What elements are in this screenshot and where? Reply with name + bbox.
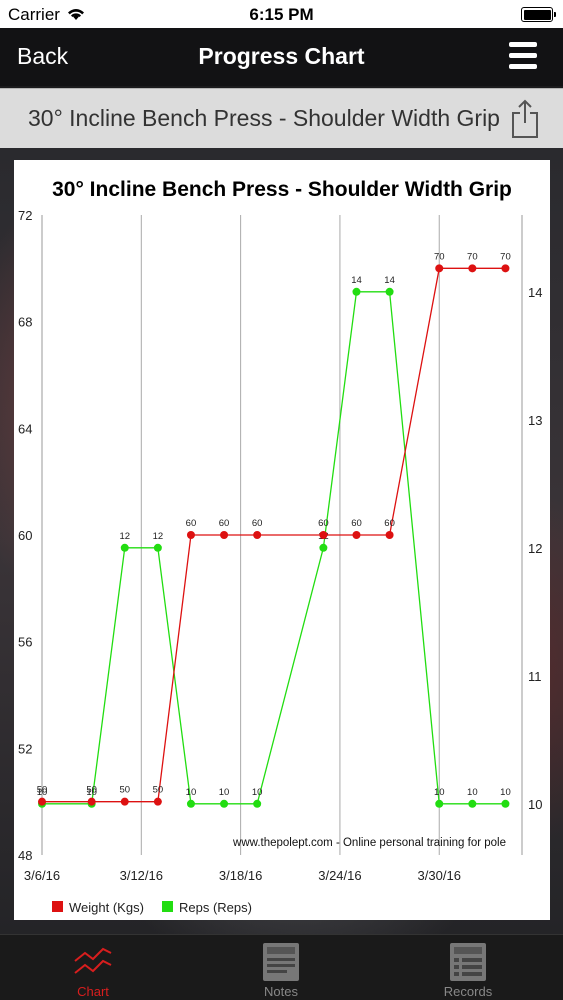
data-label: 10: [467, 787, 478, 798]
legend-swatch: [162, 901, 173, 912]
series-line: [42, 267, 506, 803]
x-tick-label: 3/12/16: [120, 868, 163, 883]
wifi-icon: [68, 9, 84, 20]
left-tick-label: 64: [18, 421, 32, 436]
right-tick-label: 11: [528, 669, 542, 684]
data-label: 10: [86, 787, 97, 798]
notes-icon: [263, 943, 299, 981]
left-tick-label: 56: [18, 635, 32, 650]
data-point: [220, 531, 229, 539]
data-point: [501, 264, 510, 273]
data-label: 50: [86, 785, 97, 796]
data-point: [120, 543, 129, 552]
exercise-header: 30° Incline Bench Press - Shoulder Width…: [0, 88, 563, 148]
share-icon[interactable]: [511, 99, 539, 139]
battery-icon: [521, 7, 556, 22]
data-point: [352, 531, 361, 539]
x-tick-label: 3/6/16: [24, 868, 60, 883]
data-point: [319, 531, 328, 539]
left-tick-label: 68: [18, 315, 32, 330]
progress-chart: 30° Incline Bench Press - Shoulder Width…: [14, 160, 550, 920]
data-point: [352, 287, 361, 296]
x-tick-label: 3/24/16: [318, 868, 361, 883]
chart-svg: 30° Incline Bench Press - Shoulder Width…: [18, 178, 542, 915]
data-label: 60: [384, 518, 395, 529]
data-label: 12: [119, 531, 130, 542]
data-label: 10: [219, 787, 230, 798]
clock: 6:15 PM: [249, 5, 314, 24]
data-label: 60: [219, 518, 230, 529]
left-tick-label: 72: [18, 208, 32, 223]
data-point: [153, 543, 162, 552]
tab-records[interactable]: Records: [408, 937, 528, 1000]
data-label: 70: [467, 251, 478, 262]
data-point: [319, 543, 328, 552]
data-point: [501, 799, 510, 808]
data-label: 70: [434, 251, 445, 262]
data-point: [253, 531, 262, 539]
tab-records-label: Records: [443, 984, 493, 999]
navigation-bar: Back Progress Chart: [0, 28, 563, 86]
data-label: 10: [186, 787, 197, 798]
data-label: 60: [186, 518, 197, 529]
data-label: 14: [351, 275, 362, 286]
data-label: 10: [37, 787, 48, 798]
page-title: Progress Chart: [198, 43, 365, 69]
data-label: 70: [500, 251, 511, 262]
data-point: [253, 799, 262, 808]
tab-chart-label: Chart: [77, 984, 109, 999]
right-tick-label: 10: [528, 797, 542, 812]
legend-label: Reps (Reps): [179, 900, 252, 915]
data-point: [87, 797, 96, 806]
legend-label: Weight (Kgs): [69, 900, 144, 915]
left-tick-label: 60: [18, 528, 32, 543]
right-tick-label: 12: [528, 541, 542, 556]
data-point: [186, 799, 195, 808]
chart-icon: [74, 947, 112, 974]
left-tick-label: 52: [18, 741, 32, 756]
data-point: [220, 799, 229, 808]
tab-notes[interactable]: Notes: [221, 937, 341, 1000]
data-point: [385, 287, 394, 296]
data-point: [435, 264, 444, 273]
back-button[interactable]: Back: [17, 43, 69, 69]
status-bar: Carrier 6:15 PM: [0, 0, 563, 28]
records-icon: [450, 943, 486, 981]
right-tick-label: 13: [528, 413, 542, 428]
data-label: 60: [252, 518, 263, 529]
data-label: 14: [384, 275, 395, 286]
hamburger-menu-icon[interactable]: [509, 42, 537, 70]
data-point: [186, 531, 195, 539]
x-tick-label: 3/18/16: [219, 868, 262, 883]
data-point: [120, 797, 129, 806]
data-point: [38, 797, 46, 806]
legend-swatch: [52, 901, 63, 912]
tab-chart[interactable]: Chart: [33, 937, 153, 1000]
exercise-title: 30° Incline Bench Press - Shoulder Width…: [28, 105, 500, 131]
chart-title: 30° Incline Bench Press - Shoulder Width…: [52, 178, 512, 201]
data-label: 60: [318, 518, 329, 529]
data-label: 50: [153, 785, 164, 796]
watermark-text: www.thepolept.com - Online personal trai…: [232, 837, 506, 849]
data-label: 50: [37, 785, 48, 796]
left-tick-label: 48: [18, 848, 32, 863]
data-label: 10: [252, 787, 263, 798]
data-point: [468, 799, 477, 808]
data-label: 60: [351, 518, 362, 529]
right-tick-label: 14: [528, 285, 542, 300]
data-label: 10: [434, 787, 445, 798]
data-point: [385, 531, 394, 539]
carrier-label: Carrier: [8, 5, 60, 24]
tab-bar: Chart Notes Records: [0, 934, 563, 1000]
data-label: 50: [119, 785, 130, 796]
series-line: [42, 291, 506, 805]
data-point: [468, 264, 477, 273]
tab-notes-label: Notes: [264, 984, 298, 999]
data-point: [435, 799, 444, 808]
data-label: 12: [153, 531, 164, 542]
x-tick-label: 3/30/16: [418, 868, 461, 883]
data-label: 10: [500, 787, 511, 798]
data-point: [153, 797, 162, 806]
